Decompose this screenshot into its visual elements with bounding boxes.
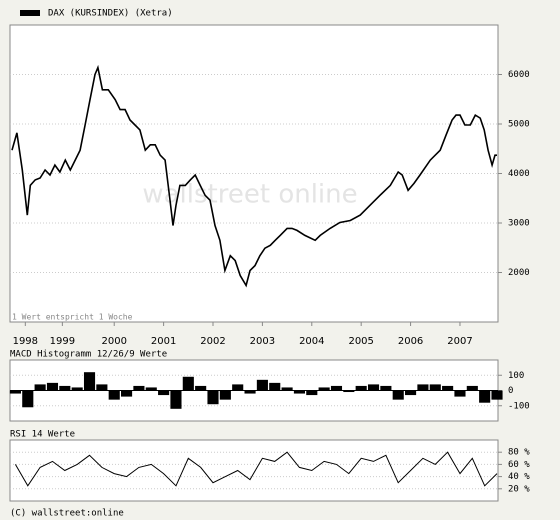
footer: (C) wallstreet:online — [10, 509, 124, 519]
bar — [479, 390, 491, 403]
rsi-panel — [9, 439, 499, 502]
y-tick-label: 60 % — [508, 460, 530, 470]
x-tick-label: 2000 — [101, 336, 126, 347]
bar — [182, 376, 194, 391]
bar — [133, 385, 145, 391]
panel-title: MACD Histogramm 12/26/9 Werte — [10, 350, 167, 360]
line — [14, 451, 498, 487]
bar — [219, 390, 231, 400]
y-tick-label: 20 % — [508, 484, 530, 494]
bar — [34, 384, 46, 391]
bar — [145, 387, 157, 391]
legend-swatch — [20, 10, 40, 16]
y-tick-label: 80 % — [508, 448, 530, 458]
bar — [466, 385, 478, 391]
bar — [491, 390, 503, 400]
bar — [442, 385, 454, 391]
bar — [269, 382, 281, 391]
bar — [46, 382, 59, 391]
note: 1 Wert entspricht 1 Woche — [12, 313, 133, 322]
x-tick-label: 2003 — [250, 336, 275, 347]
panel-title: RSI 14 Werte — [10, 430, 75, 440]
bar — [22, 390, 34, 408]
watermark: wallstreet online — [142, 180, 357, 210]
bar — [429, 384, 441, 391]
x-tick-label: 2006 — [398, 336, 423, 347]
bar — [355, 385, 367, 391]
bar — [293, 390, 305, 394]
y-tick-label: 4000 — [508, 169, 530, 179]
bar — [9, 390, 21, 394]
bar — [195, 385, 207, 391]
bar — [71, 387, 83, 391]
bar — [158, 390, 170, 396]
x-tick-label: 1999 — [50, 336, 75, 347]
x-tick-label: 1998 — [13, 336, 38, 347]
y-tick-label: 40 % — [508, 472, 530, 482]
bar — [207, 390, 219, 405]
x-tick-label: 2007 — [447, 336, 472, 347]
y-tick-label: 2000 — [508, 268, 530, 278]
bar — [108, 390, 120, 400]
bar — [392, 390, 404, 400]
y-tick-label: 5000 — [508, 120, 530, 130]
y-tick-label: 3000 — [508, 219, 530, 229]
bar — [244, 390, 256, 394]
bar — [367, 384, 380, 391]
bar — [330, 385, 343, 391]
bar — [170, 390, 182, 409]
bar — [454, 390, 466, 397]
x-tick-label: 2004 — [299, 336, 324, 347]
bar — [318, 387, 330, 391]
bar — [281, 387, 293, 391]
bar — [405, 390, 417, 396]
bar — [256, 379, 268, 391]
x-tick-label: 2005 — [348, 336, 373, 347]
legend-label: DAX (KURSINDEX) (Xetra) — [48, 9, 173, 19]
x-tick-label: 2001 — [151, 336, 176, 347]
line — [11, 64, 497, 288]
y-tick-label: 6000 — [508, 70, 530, 80]
bar — [83, 372, 96, 391]
x-tick-label: 2002 — [200, 336, 225, 347]
bar — [306, 390, 318, 396]
bar — [59, 385, 71, 391]
bar — [417, 384, 429, 391]
y-tick-label: 0 — [508, 386, 513, 396]
bar — [121, 390, 133, 397]
y-tick-label: -100 — [508, 401, 530, 411]
bar — [232, 384, 244, 391]
bar — [380, 385, 392, 391]
bar — [343, 390, 355, 393]
y-tick-label: 100 — [508, 371, 524, 381]
bar — [96, 384, 108, 391]
